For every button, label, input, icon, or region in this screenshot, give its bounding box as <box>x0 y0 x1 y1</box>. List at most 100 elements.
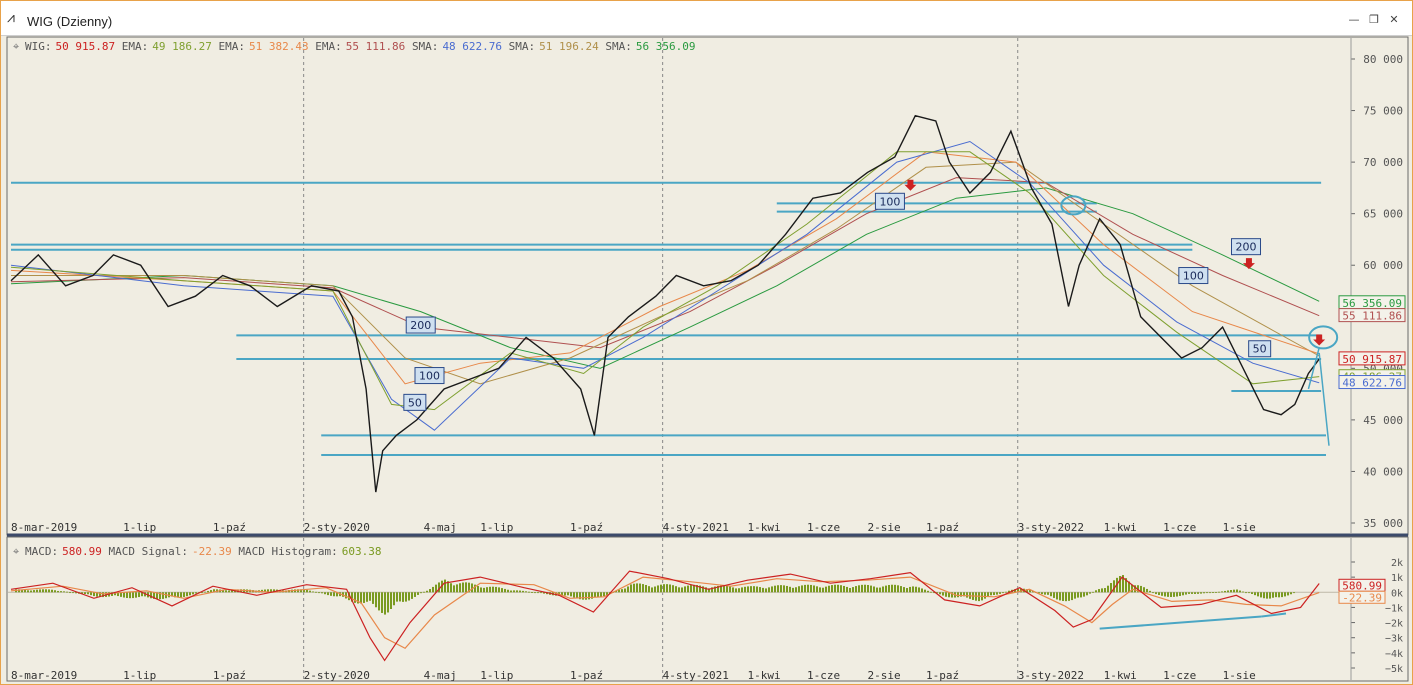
histogram-bar <box>273 589 275 593</box>
restore-button[interactable]: ❐ <box>1369 13 1379 26</box>
window-titlebar[interactable]: ⩘ WIG (Dzienny) — ❐ ✕ <box>1 1 1412 36</box>
y-tick-label: 40 000 <box>1363 465 1403 478</box>
legend-value: 48 622.76 <box>442 40 502 53</box>
histogram-bar <box>48 589 50 593</box>
histogram-bar <box>684 586 686 593</box>
x-tick-label: 1-paź <box>570 521 603 534</box>
histogram-bar <box>69 592 71 594</box>
histogram-bar <box>810 584 812 593</box>
histogram-bar <box>744 586 746 593</box>
histogram-bar <box>336 592 338 597</box>
histogram-bar <box>414 592 416 597</box>
histogram-bar <box>213 589 215 593</box>
histogram-bar <box>1215 591 1217 593</box>
histogram-bar <box>21 589 23 593</box>
highlight-circle[interactable] <box>1060 195 1087 216</box>
macd-panel <box>6 536 1409 682</box>
histogram-bar <box>270 589 272 593</box>
histogram-bar <box>1188 592 1190 594</box>
price-line <box>10 114 1320 493</box>
projection-line[interactable] <box>1307 347 1320 390</box>
histogram-bar <box>708 588 710 593</box>
annotations[interactable]: 200 100 50 100 200 100 50 <box>403 179 1339 446</box>
last-value-label: 48 622.76 <box>1342 377 1402 390</box>
macd-line <box>10 570 1320 662</box>
histogram-bar <box>1191 592 1193 594</box>
histogram-bar <box>372 592 374 604</box>
histogram-bar <box>741 587 743 593</box>
histogram-bar <box>1278 592 1280 598</box>
histogram-bar <box>930 591 932 593</box>
y-tick-label: 45 000 <box>1363 414 1403 427</box>
histogram-bar <box>837 584 839 593</box>
macd-y-axis[interactable]: 2k 1k 0k −1k −2k −3k −4k −5k 580.99-22.39 <box>1338 538 1403 680</box>
histogram-bar <box>993 592 995 595</box>
histogram-bar <box>459 583 461 593</box>
histogram-bar <box>759 587 761 593</box>
histogram-bar <box>333 592 335 597</box>
signal-arrow-icon <box>1242 258 1255 270</box>
histogram-bar <box>102 592 104 598</box>
histogram-bar <box>1203 592 1205 594</box>
histogram-bar <box>852 587 854 593</box>
histogram-bar <box>660 584 662 593</box>
x-tick-label: 1-sie <box>1223 521 1256 534</box>
macd-y-tick-label: −2k <box>1385 619 1403 630</box>
histogram-bar <box>543 592 545 594</box>
histogram-bar <box>936 592 938 594</box>
histogram-bar <box>912 586 914 593</box>
histogram-bar <box>177 592 179 598</box>
histogram-bar <box>174 592 176 598</box>
histogram-bar <box>1269 592 1271 599</box>
macd-trendlines[interactable] <box>1099 612 1287 630</box>
histogram-bar <box>162 592 164 599</box>
price-legend: WIG: 50 915.87 EMA: 49 186.27 EMA: 51 382.4… <box>25 40 696 53</box>
histogram-bar <box>894 584 896 593</box>
histogram-bar <box>1170 592 1172 598</box>
histogram-bar <box>426 590 428 593</box>
histogram-bar <box>498 587 500 593</box>
macd-x-tick-label: 1-kwi <box>1104 669 1137 682</box>
macd-x-tick-label: 1-lip <box>480 669 513 682</box>
macd-move-crosshair-icon[interactable]: ⌖ <box>13 545 19 558</box>
price-x-axis[interactable]: 8-mar-2019 1-lip 1-paź 2-sty-2020 4-maj 1-lip… <box>11 521 1256 534</box>
histogram-bar <box>444 579 446 593</box>
x-tick-label: 1-lip <box>123 521 156 534</box>
histogram-bar <box>1068 592 1070 601</box>
histogram-bar <box>411 592 413 599</box>
histogram-bar <box>375 592 377 608</box>
macd-x-tick-label: 1-lip <box>123 669 156 682</box>
highlight-circle[interactable] <box>1308 325 1339 350</box>
ma-tag-label: 200 <box>410 319 431 332</box>
move-crosshair-icon[interactable]: ⌖ <box>13 40 19 53</box>
chart-area[interactable]: 200 100 50 100 200 100 50 35 000 40 000 45 000 50… <box>1 35 1412 684</box>
projection-line[interactable] <box>1318 352 1330 446</box>
histogram-bar <box>435 584 437 593</box>
legend-value: 580.99 <box>62 545 102 558</box>
histogram-bar <box>798 586 800 593</box>
histogram-bar <box>645 584 647 593</box>
macd-x-axis[interactable]: 8-mar-2019 1-lip 1-paź 2-sty-2020 4-maj 1-lip… <box>11 669 1256 682</box>
histogram-bar <box>390 592 392 609</box>
y-tick-label: 75 000 <box>1363 105 1403 118</box>
close-button[interactable]: ✕ <box>1389 13 1399 26</box>
histogram-bar <box>1047 592 1049 595</box>
ma-tag-label: 100 <box>419 370 440 383</box>
histogram-bar <box>474 584 476 593</box>
histogram-bar <box>171 592 173 597</box>
histogram-bar <box>501 588 503 593</box>
macd-x-tick-label: 1-paź <box>213 669 246 682</box>
macd-y-tick-label: −3k <box>1385 634 1403 645</box>
divergence-trendline[interactable] <box>1099 615 1262 630</box>
histogram-bar <box>699 585 701 593</box>
histogram-bar <box>63 591 65 593</box>
support-resistance-lines[interactable] <box>11 181 1326 456</box>
histogram-bar <box>1080 592 1082 598</box>
macd-x-tick-label: 1-paź <box>926 669 959 682</box>
divergence-trendline[interactable] <box>1261 612 1287 618</box>
minimize-button[interactable]: — <box>1348 13 1360 26</box>
ma-tag-label: 200 <box>1236 241 1257 254</box>
macd-x-tick-label: 1-cze <box>807 669 840 682</box>
histogram-bar <box>909 586 911 593</box>
